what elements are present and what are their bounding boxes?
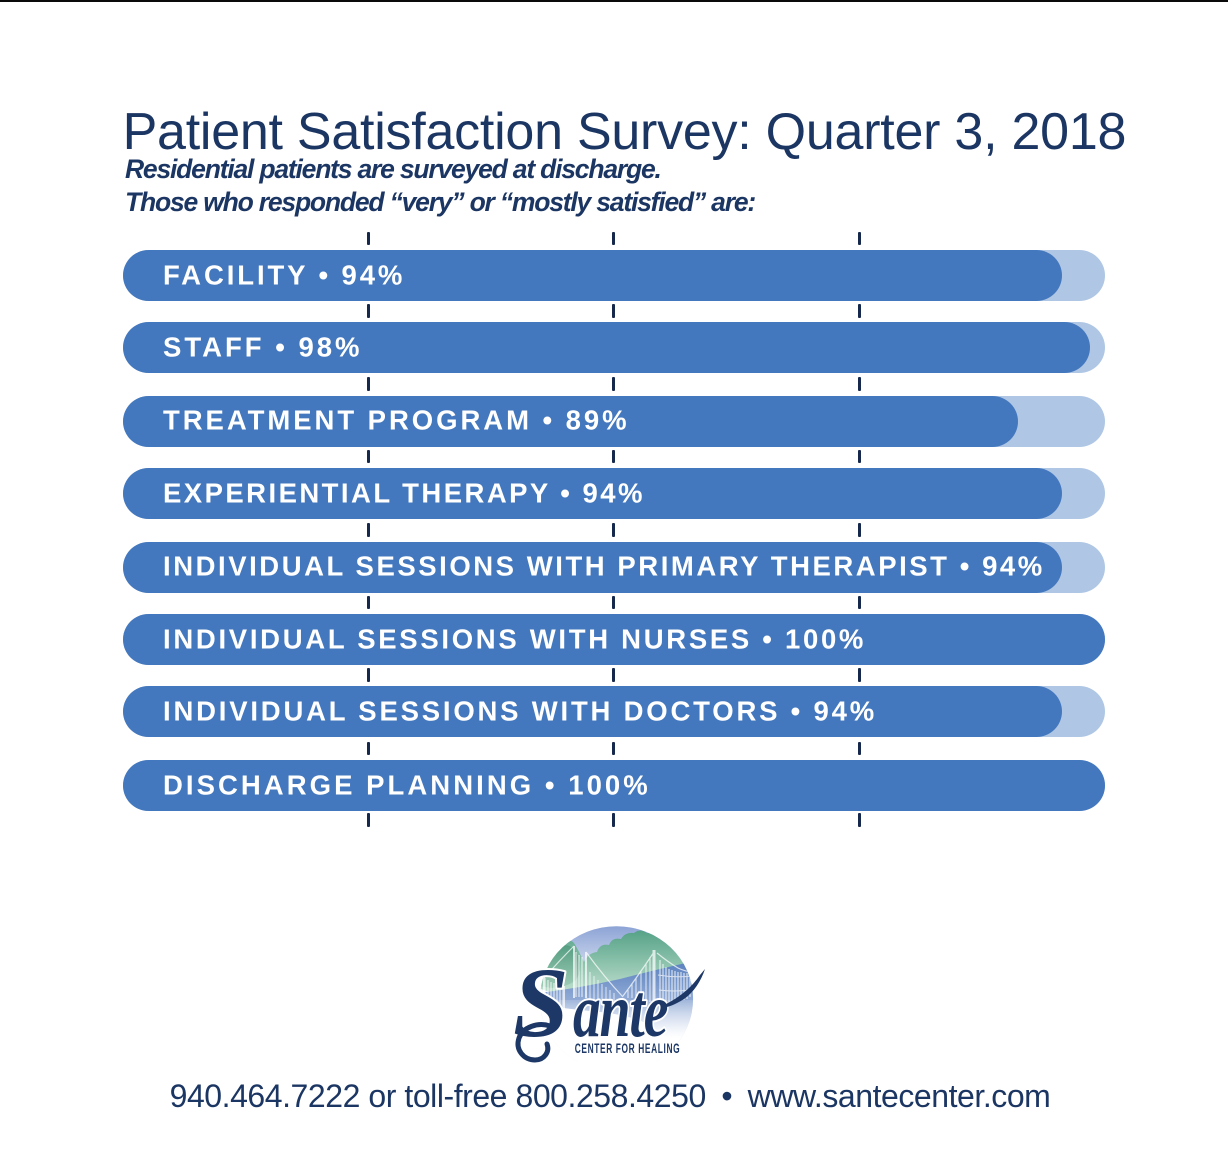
svg-text:S: S	[513, 947, 569, 1058]
svg-text:ante: ante	[573, 970, 668, 1053]
svg-text:CENTER FOR HEALING: CENTER FOR HEALING	[575, 1042, 680, 1056]
svg-text:S: S	[513, 947, 569, 1058]
svg-text:ante: ante	[573, 970, 668, 1053]
